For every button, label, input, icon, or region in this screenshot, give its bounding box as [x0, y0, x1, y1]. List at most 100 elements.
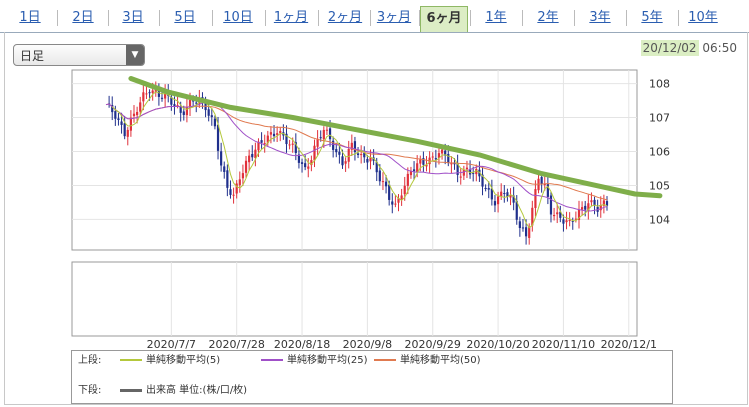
- chart-frame: [4, 32, 748, 405]
- candle-body: [313, 145, 316, 161]
- tab-2[interactable]: 2日: [72, 10, 94, 25]
- candle-body: [304, 163, 307, 168]
- tab-7[interactable]: 2ヶ月: [327, 10, 363, 25]
- legend-ma25: 単純移動平均(25): [261, 354, 368, 368]
- candle-body: [244, 160, 248, 173]
- candle-body: [151, 90, 154, 94]
- candle-body: [540, 177, 543, 184]
- candle-body: [338, 151, 341, 155]
- candle-body: [431, 156, 434, 158]
- y-tick-label: 105: [649, 179, 670, 192]
- candle-body: [528, 226, 531, 238]
- candle-body: [465, 167, 469, 170]
- candle-body: [524, 227, 528, 237]
- tab-13[interactable]: 5年: [641, 10, 663, 25]
- candle-body: [490, 188, 493, 200]
- candle-body: [297, 154, 301, 163]
- candle-body: [216, 124, 220, 151]
- tab-separator: [469, 10, 471, 26]
- tab-10[interactable]: 1年: [485, 10, 507, 25]
- candle-body: [176, 105, 179, 107]
- candle-body: [328, 128, 332, 140]
- candle-body: [549, 195, 553, 215]
- candle-body: [111, 105, 114, 113]
- chevron-down-icon[interactable]: ▼: [126, 45, 144, 65]
- candle-body: [173, 104, 176, 107]
- tab-6[interactable]: 1ヶ月: [273, 10, 309, 25]
- candle-body: [341, 156, 344, 166]
- candle-body: [472, 172, 475, 174]
- tab-11[interactable]: 2年: [537, 10, 559, 25]
- candle-period-select[interactable]: 日足 ▼: [13, 44, 145, 66]
- candle-body: [456, 163, 459, 176]
- candle-body: [462, 169, 465, 176]
- candle-body: [300, 162, 304, 164]
- tab-8[interactable]: 3ヶ月: [376, 10, 412, 25]
- candle-body: [114, 111, 117, 119]
- tab-5[interactable]: 10日: [223, 10, 253, 25]
- candle-body: [468, 169, 472, 175]
- candle-body: [388, 184, 391, 200]
- candle-body: [403, 185, 406, 195]
- tab-9[interactable]: 6ヶ月: [420, 6, 468, 32]
- candle-body: [132, 113, 136, 117]
- legend-lower-row: 下段: 出来高 単位:(株/口/枚): [78, 384, 247, 398]
- candle-body: [266, 135, 269, 143]
- candle-body: [599, 205, 602, 211]
- y-tick-label: 106: [649, 146, 670, 159]
- candle-body: [552, 215, 556, 217]
- candle-body: [556, 212, 559, 215]
- x-tick-label: 2020/7/7: [147, 338, 196, 351]
- tab-separator: [522, 10, 523, 26]
- legend-volume: 出来高 単位:(株/口/枚): [120, 384, 247, 398]
- candle-body: [444, 150, 447, 156]
- tab-12[interactable]: 3年: [589, 10, 611, 25]
- candle-body: [447, 153, 450, 164]
- period-tabs: 1日 2日 3日 5日 10日 1ヶ月 2ヶ月 3ヶ月 6ヶ月 1年 2年 3年 5年 10年: [0, 0, 749, 33]
- tab-1[interactable]: 1日: [19, 10, 41, 25]
- candle-body: [220, 151, 223, 166]
- candle-body: [481, 174, 484, 187]
- candle-body: [251, 153, 254, 158]
- candle-body: [419, 159, 422, 164]
- tab-3[interactable]: 3日: [122, 10, 144, 25]
- legend-upper-row: 上段: 単純移動平均(5) 単純移動平均(25) 単純移動平均(50): [78, 354, 481, 368]
- candle-body: [139, 102, 142, 112]
- candle-body: [188, 100, 192, 109]
- candle-body: [269, 132, 273, 135]
- candle-body: [294, 142, 297, 153]
- x-tick-label: 2020/12/1: [601, 338, 657, 351]
- candle-body: [409, 171, 413, 176]
- candle-body: [344, 161, 347, 164]
- tab-separator: [56, 10, 58, 26]
- candle-body: [493, 201, 497, 206]
- candle-body: [531, 207, 534, 226]
- tab-separator: [369, 10, 371, 26]
- candle-body: [360, 154, 363, 156]
- ma50-swatch: [374, 359, 396, 361]
- candle-body: [279, 130, 282, 134]
- legend-lower-label: 下段:: [78, 385, 102, 396]
- candle-body: [117, 118, 120, 121]
- tab-separator: [264, 10, 266, 26]
- candle-body: [232, 194, 235, 196]
- tab-separator: [574, 10, 575, 26]
- candle-body: [257, 141, 260, 151]
- legend-upper-label: 上段:: [78, 355, 102, 366]
- ma5-swatch: [120, 359, 142, 361]
- candle-body: [369, 157, 372, 162]
- candle-body: [185, 106, 189, 116]
- candle-body: [164, 92, 167, 99]
- volume-swatch: [120, 388, 142, 392]
- tab-4[interactable]: 5日: [174, 10, 196, 25]
- legend-ma50: 単純移動平均(50): [374, 354, 481, 368]
- candle-body: [291, 143, 294, 145]
- candle-body: [543, 183, 546, 186]
- candle-body: [512, 195, 515, 203]
- candle-body: [260, 140, 263, 143]
- candle-body: [325, 129, 329, 131]
- candle-body: [285, 133, 288, 145]
- tab-14[interactable]: 10年: [688, 10, 718, 25]
- candle-body: [142, 92, 145, 102]
- candle-body: [391, 201, 394, 205]
